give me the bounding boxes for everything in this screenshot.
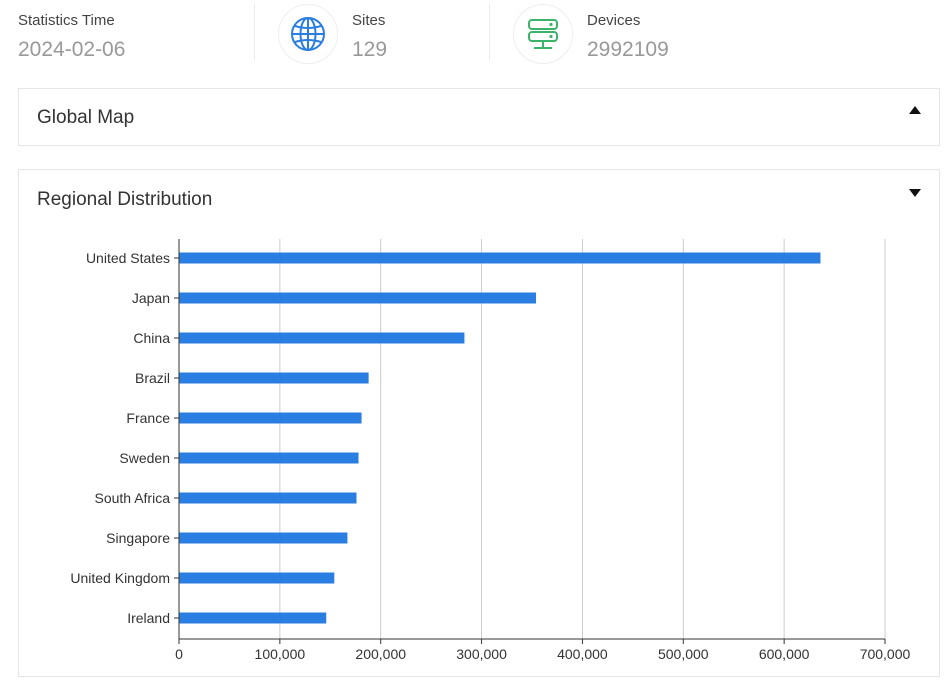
bar xyxy=(179,452,359,464)
bar xyxy=(179,612,327,624)
sites-value: 129 xyxy=(352,38,388,61)
server-icon xyxy=(513,4,573,64)
stats-header: Statistics Time 2024-02-06 Sites 129 xyxy=(0,0,949,80)
globe-icon xyxy=(278,4,338,64)
chart-grid xyxy=(279,239,886,639)
x-tick-label: 500,000 xyxy=(658,646,709,662)
stat-devices: Devices 2992109 xyxy=(513,0,753,70)
bar xyxy=(179,252,821,264)
category-label: Brazil xyxy=(135,370,170,386)
bar xyxy=(179,412,362,424)
stat-statistics-time: Statistics Time 2024-02-06 xyxy=(18,0,248,70)
bar xyxy=(179,292,537,304)
category-label: Singapore xyxy=(106,530,170,546)
stat-divider xyxy=(489,4,490,60)
bar xyxy=(179,492,357,504)
statistics-time-value: 2024-02-06 xyxy=(18,38,126,61)
devices-value: 2992109 xyxy=(587,38,669,61)
global-map-title[interactable]: Global Map xyxy=(37,107,135,128)
category-label: China xyxy=(133,330,170,346)
x-tick-label: 100,000 xyxy=(255,646,306,662)
category-label: Sweden xyxy=(119,450,170,466)
x-tick-label: 300,000 xyxy=(456,646,507,662)
category-label: South Africa xyxy=(95,490,171,506)
bar xyxy=(179,532,348,544)
bar xyxy=(179,572,335,584)
bar xyxy=(179,372,369,384)
global-map-panel: Global Map xyxy=(18,88,940,146)
chart-labels: 0 100,000 200,000 300,000 400,000 500,000 600,… xyxy=(70,250,910,662)
statistics-time-label: Statistics Time xyxy=(18,12,115,29)
sites-label: Sites xyxy=(352,12,386,29)
category-label: Japan xyxy=(132,290,170,306)
bar xyxy=(179,332,465,344)
caret-down-icon[interactable] xyxy=(909,189,921,197)
x-tick-label: 600,000 xyxy=(759,646,810,662)
chart-axes xyxy=(174,239,886,644)
devices-label: Devices xyxy=(587,12,641,29)
x-tick-label: 400,000 xyxy=(557,646,608,662)
category-label: United States xyxy=(86,250,170,266)
caret-up-icon[interactable] xyxy=(909,106,921,114)
x-tick-label: 0 xyxy=(175,646,183,662)
x-tick-label: 200,000 xyxy=(355,646,406,662)
regional-distribution-title[interactable]: Regional Distribution xyxy=(37,189,213,210)
x-tick-label: 700,000 xyxy=(860,646,911,662)
category-label: France xyxy=(126,410,170,426)
category-label: Ireland xyxy=(127,610,170,626)
chart-bars xyxy=(179,252,821,624)
stat-sites: Sites 129 xyxy=(278,0,478,70)
stat-divider xyxy=(254,4,255,60)
category-label: United Kingdom xyxy=(70,570,170,586)
